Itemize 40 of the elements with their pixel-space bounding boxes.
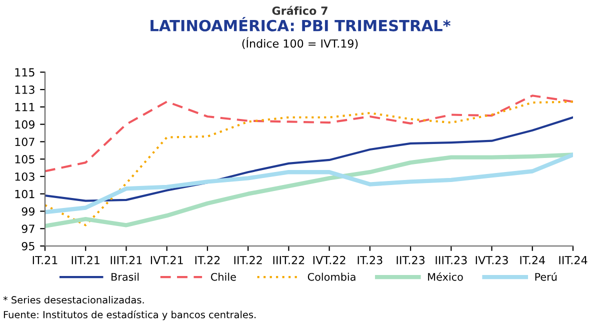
x-tick-label: IVT.21	[150, 256, 183, 264]
x-tick-label: IIT.22	[234, 256, 262, 264]
legend-label: Colombia	[308, 272, 356, 281]
y-tick-label: 113	[15, 86, 34, 94]
y-tick-label: 109	[15, 120, 34, 129]
line-series	[45, 94, 573, 172]
y-tick-label: 99	[22, 207, 34, 216]
y-tick-label: 101	[15, 190, 34, 198]
x-tick-label: IT.22	[195, 256, 220, 264]
x-tick-label: IT.23	[358, 256, 382, 264]
x-tick-label: IIT.24	[559, 256, 588, 264]
x-tick-label: IIIT.21	[110, 256, 142, 264]
y-tick-label: 105	[15, 155, 34, 164]
legend-label: Chile	[210, 272, 236, 281]
x-tick-label: IVT.22	[313, 256, 346, 264]
x-tick-label: IIIT.23	[436, 256, 467, 264]
x-tick-label: IT.24	[520, 256, 545, 264]
chart-subtitle: (Índice 100 = IVT.19)	[242, 37, 358, 50]
x-tick-label: IIIT.22	[273, 256, 304, 264]
legend-label: México	[428, 272, 463, 281]
y-tick-label: 95	[22, 242, 34, 250]
x-tick-label: IVT.23	[476, 256, 508, 264]
legend-label: Brasil	[112, 272, 139, 281]
y-tick-label: 97	[22, 224, 34, 233]
y-tick-label: 107	[15, 138, 34, 146]
x-tick-label: IIT.23	[396, 256, 424, 264]
source-note: Fuente: Institutos de estadística y bancos centrales.	[4, 310, 256, 320]
line-series	[45, 100, 573, 226]
line-series	[45, 152, 573, 228]
text: * Series desestacionalizadas.	[3, 296, 144, 304]
y-tick-label: 103	[15, 172, 34, 181]
x-tick-label: IIT.21	[72, 256, 100, 264]
line-series	[45, 116, 573, 202]
text: Gráfico 7	[272, 6, 328, 15]
legend-label: Perú	[535, 272, 557, 281]
y-tick-label: 115	[15, 68, 34, 77]
chart-title: LATINOAMÉRICA: PBI TRIMESTRAL*	[150, 17, 450, 32]
x-tick-label: IT.21	[32, 256, 58, 264]
line-series	[45, 152, 573, 214]
y-tick-label: 111	[15, 103, 34, 112]
